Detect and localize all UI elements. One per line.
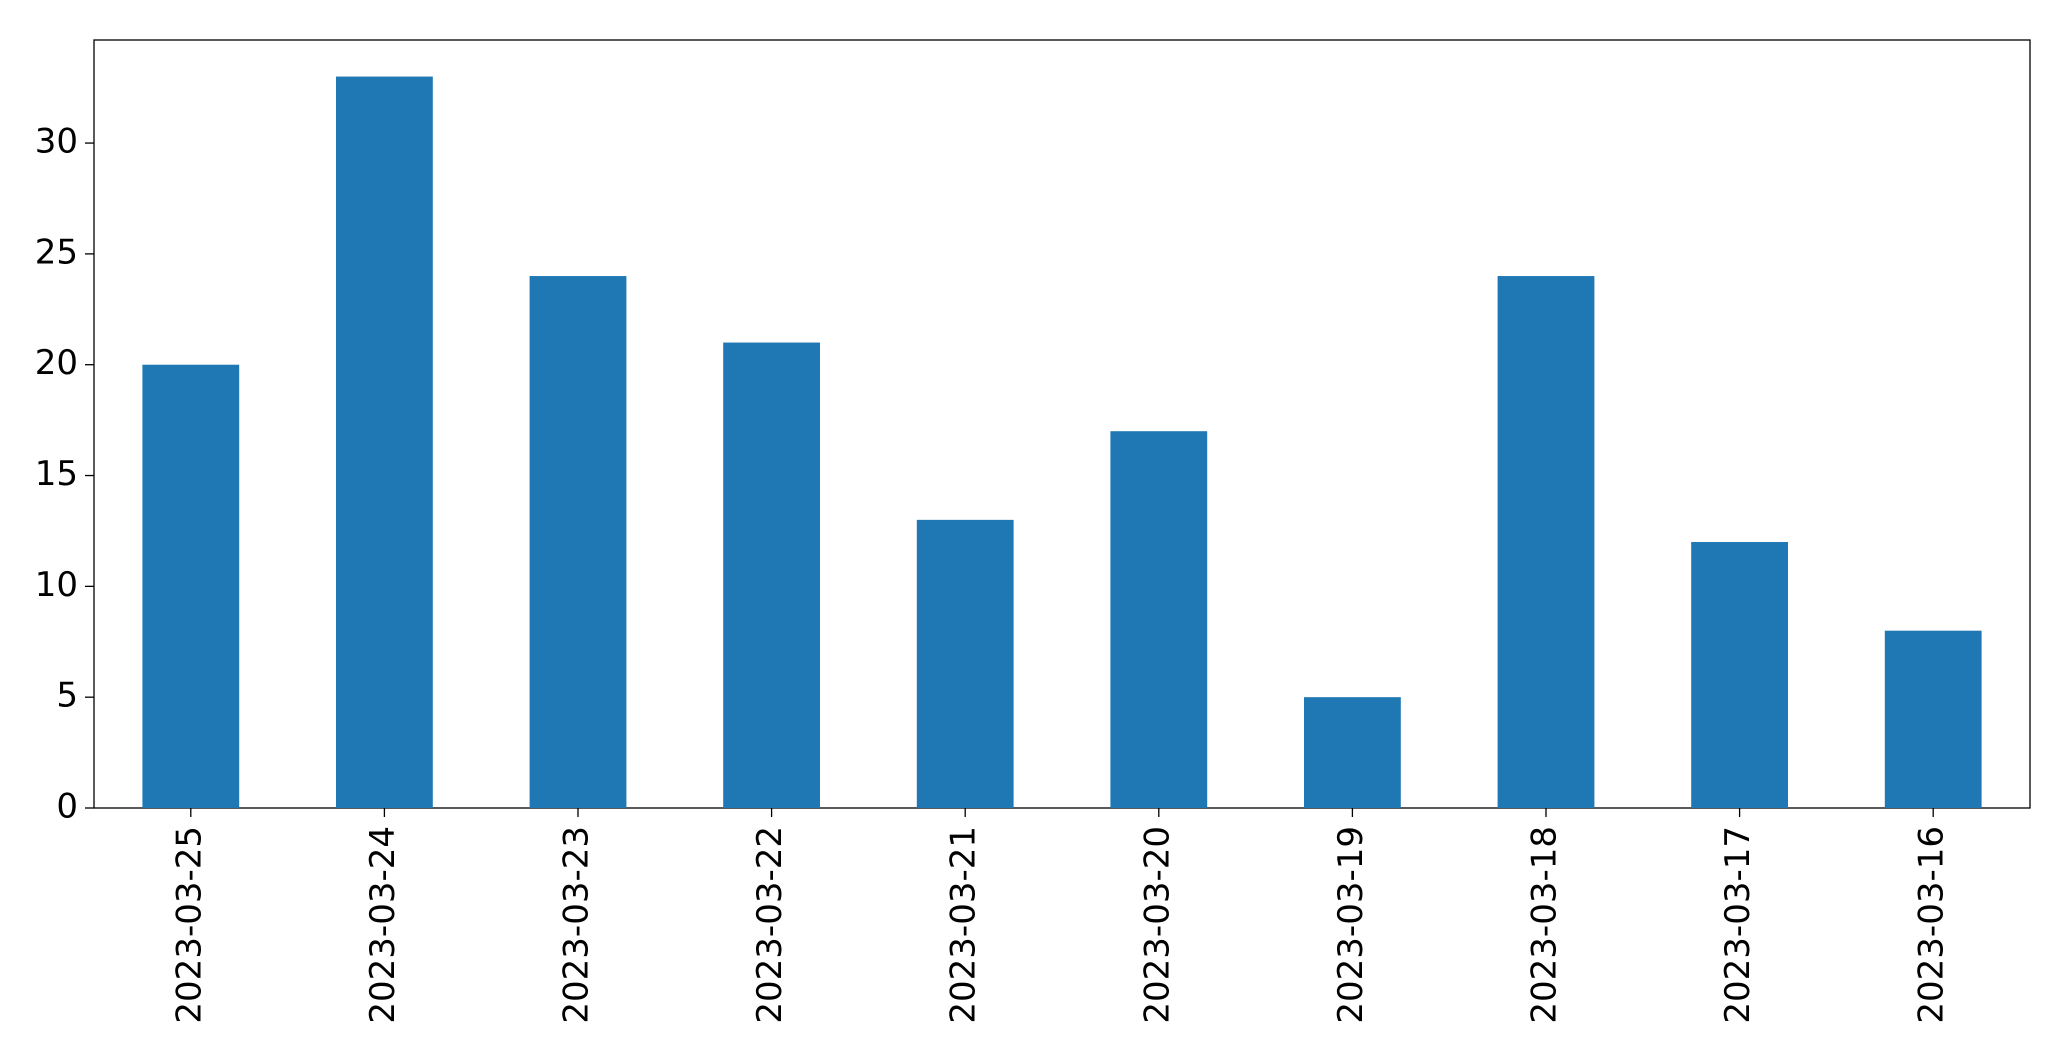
y-tick-label: 5 — [56, 676, 78, 716]
plot-frame — [93, 39, 2031, 809]
bar — [1884, 630, 1982, 808]
x-tick-label: 2023-03-18 — [1525, 826, 1565, 1024]
bar — [1304, 697, 1401, 808]
y-tick-label: 30 — [35, 122, 78, 162]
y-tick-label: 25 — [35, 232, 78, 272]
bar — [1110, 431, 1208, 808]
y-tick-label: 0 — [56, 787, 78, 827]
x-tick-label: 2023-03-24 — [363, 826, 403, 1024]
bar — [529, 276, 627, 808]
bar — [1497, 276, 1595, 808]
x-tick-label: 2023-03-22 — [750, 826, 790, 1024]
x-tick-label: 2023-03-21 — [944, 826, 984, 1024]
x-tick-label: 2023-03-20 — [1137, 826, 1177, 1024]
x-tick-label: 2023-03-25 — [169, 826, 209, 1024]
y-tick-label: 10 — [35, 565, 78, 605]
x-tick-label: 2023-03-17 — [1718, 826, 1758, 1024]
x-tick-label: 2023-03-23 — [557, 826, 597, 1024]
bar — [1691, 542, 1788, 808]
y-tick-label: 20 — [35, 343, 78, 383]
y-tick-label: 15 — [35, 454, 78, 494]
bar — [336, 76, 433, 809]
bar — [723, 342, 820, 808]
bar — [142, 364, 240, 808]
x-tick-label: 2023-03-16 — [1912, 826, 1952, 1024]
x-tick-label: 2023-03-19 — [1331, 826, 1371, 1024]
bar — [916, 519, 1014, 808]
